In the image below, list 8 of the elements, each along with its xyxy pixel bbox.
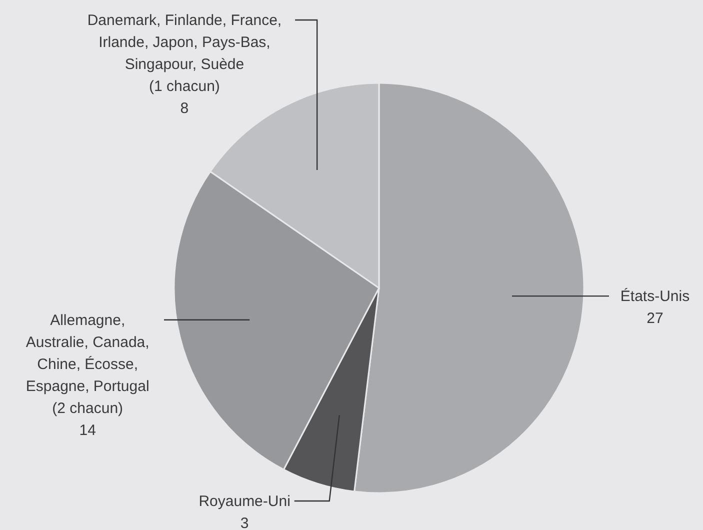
- data-label: 8: [180, 100, 189, 117]
- slice-label: Danemark, Finlande, France, Irlande, Japon, Pays-Bas, Singapour, Suède (1 chacun): [87, 12, 282, 95]
- slice-label: Allemagne, Australie, Canada, Chine, Écosse, Espagne, Portugal (2 chacun): [26, 312, 150, 417]
- slice-label: États-Unis: [620, 287, 690, 306]
- data-label: 27: [646, 310, 664, 328]
- data-label: 3: [240, 515, 249, 530]
- data-label: 14: [79, 422, 96, 439]
- slice-label: Royaume-Uni: [198, 493, 290, 510]
